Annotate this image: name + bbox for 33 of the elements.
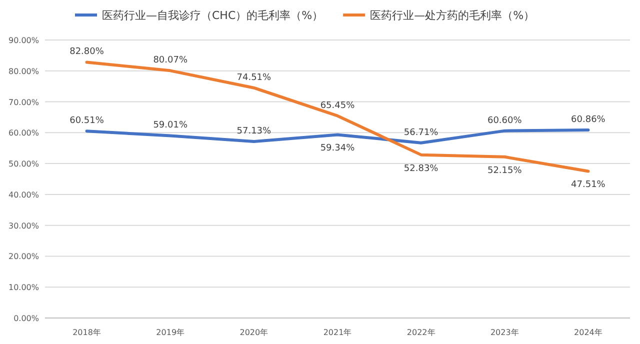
y-tick-label: 80.00%	[8, 66, 40, 76]
data-label: 60.86%	[571, 115, 606, 126]
y-tick-label: 40.00%	[8, 190, 40, 200]
data-label: 59.34%	[320, 144, 356, 154]
x-tick-label: 2022年	[406, 328, 436, 337]
x-tick-label: 2019年	[156, 328, 185, 337]
data-label: 56.71%	[404, 128, 439, 138]
data-label: 57.13%	[236, 126, 272, 137]
legend-label: 医药行业—自我诊疗（CHC）的毛利率（%）	[102, 9, 324, 22]
y-tick-label: 70.00%	[8, 98, 40, 107]
x-tick-label: 2018年	[72, 328, 101, 337]
data-label: 82.80%	[70, 47, 104, 58]
data-label: 65.45%	[320, 100, 356, 111]
x-tick-label: 2024年	[574, 328, 602, 337]
y-tick-label: 20.00%	[8, 252, 40, 262]
data-label: 47.51%	[571, 180, 606, 190]
x-tick-label: 2020年	[240, 328, 268, 337]
y-tick-label: 50.00%	[8, 160, 40, 169]
y-tick-label: 10.00%	[8, 283, 40, 292]
data-label: 74.51%	[236, 72, 272, 83]
data-label: 60.60%	[487, 116, 522, 126]
data-label: 52.83%	[404, 164, 439, 174]
x-tick-label: 2021年	[323, 328, 352, 337]
data-label: 80.07%	[153, 56, 188, 66]
data-label: 60.51%	[70, 116, 104, 126]
data-label: 52.15%	[487, 166, 522, 176]
y-tick-label: 30.00%	[8, 221, 40, 230]
y-tick-label: 0.00%	[14, 314, 40, 323]
y-tick-label: 60.00%	[8, 128, 40, 138]
legend-label: 医药行业—处方药的毛利率（%）	[370, 9, 535, 22]
x-tick-label: 2023年	[490, 328, 519, 337]
y-tick-label: 90.00%	[8, 36, 40, 45]
data-label: 59.01%	[153, 120, 188, 131]
